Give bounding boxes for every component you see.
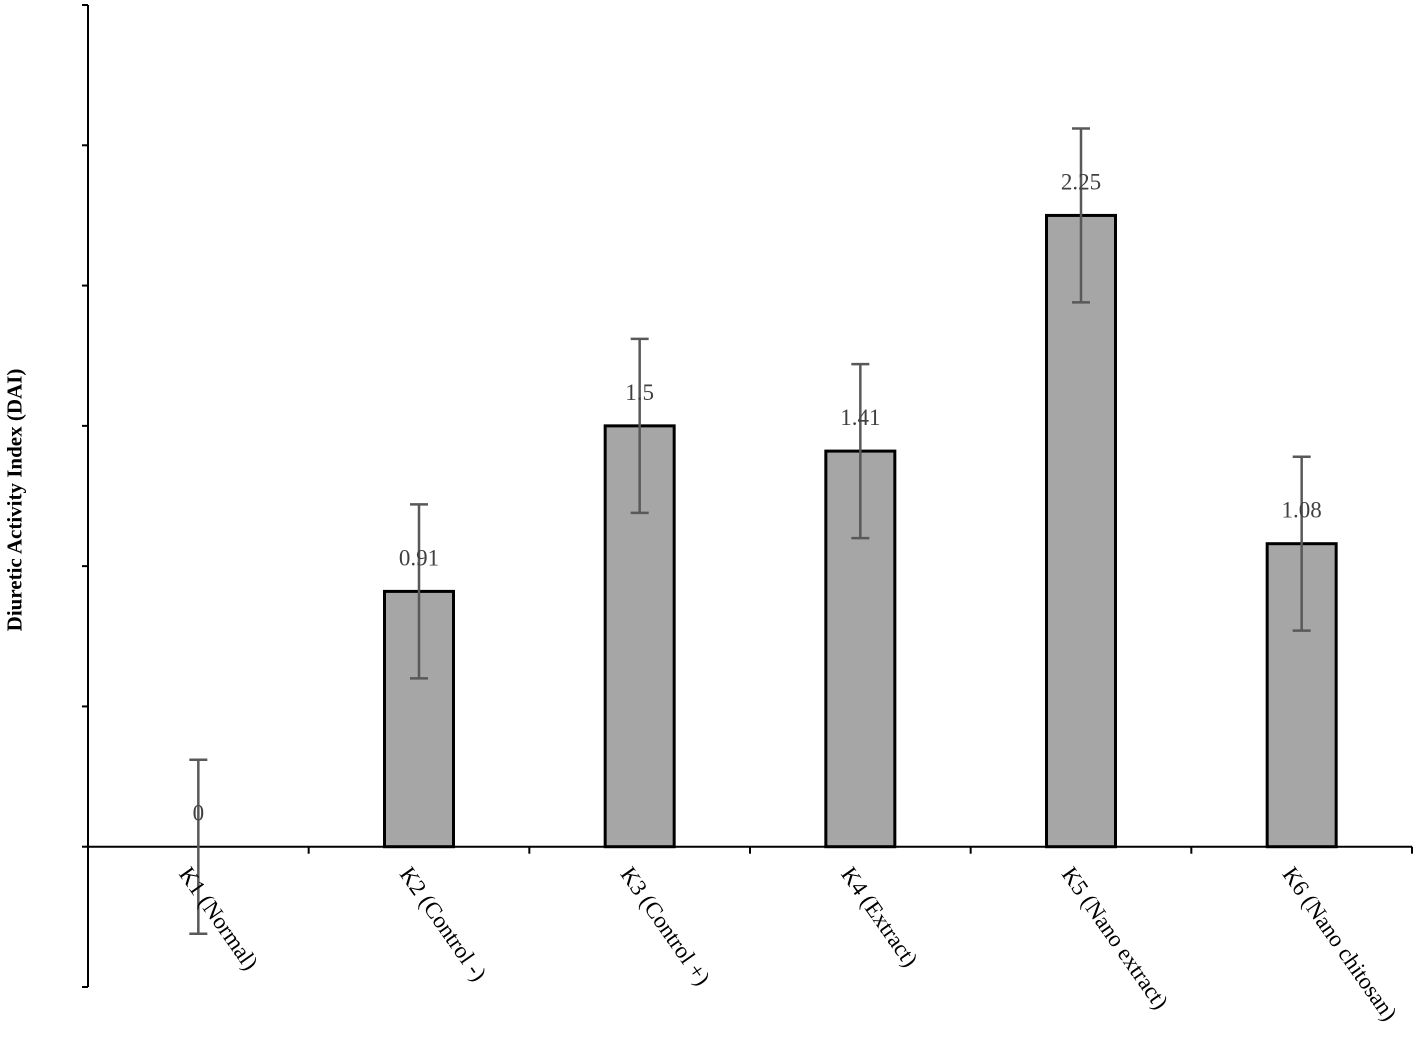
bar [824,449,897,849]
data-label: 1.08 [1282,498,1322,523]
data-label: 1.5 [625,380,654,405]
data-label: 0.91 [399,545,439,570]
bar [1045,213,1117,849]
data-label: 0 [193,801,205,826]
x-tick-labels: K1 (Normal) K2 (Control -) K3 (Control +) K… [174,862,1402,1025]
x-tick-label: K2 (Control -) [395,862,492,985]
x-tick-label: K6 (Nano chitosan) [1277,862,1402,1025]
error-bars [189,127,1311,935]
x-tick-label: K5 (Nano extract) [1057,862,1173,1013]
axes [82,4,1413,988]
x-tick-label: K4 (Extract) [836,862,923,971]
x-tick-label: K1 (Normal) [174,862,263,974]
bars [383,213,1338,849]
bar [383,589,455,849]
data-labels: 0 0.91 1.5 1.41 2.25 1.08 [193,169,1322,825]
x-tick-label: K3 (Control +) [615,862,715,990]
data-label: 1.41 [840,405,880,430]
data-label: 2.25 [1061,169,1101,194]
